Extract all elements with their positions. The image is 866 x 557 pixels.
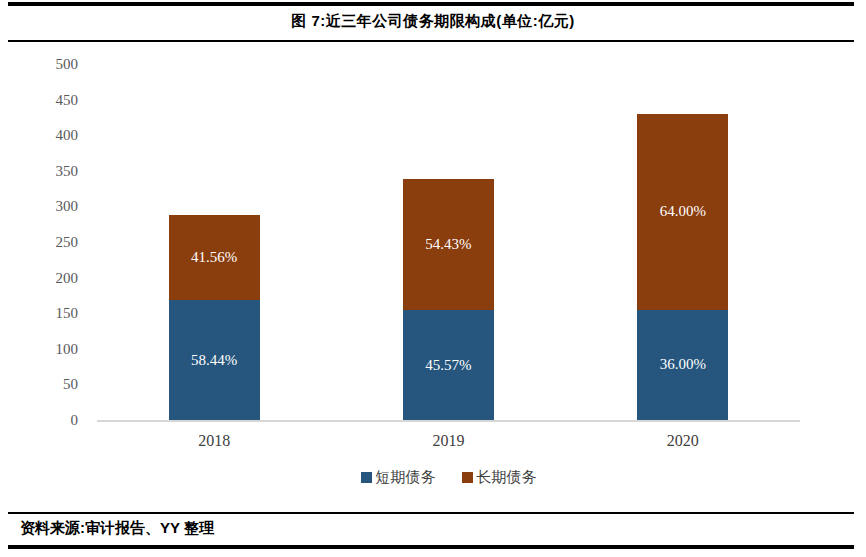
percent-label: 64.00% xyxy=(660,203,706,220)
y-axis: 050100150200250300350400450500 xyxy=(0,64,84,420)
bar-segment-长期债务-2019: 54.43% xyxy=(403,179,494,310)
stacked-bar-2020: 64.00% 36.00% xyxy=(637,114,728,420)
stacked-bar-2019: 54.43% 45.57% xyxy=(403,179,494,420)
y-tick-label: 450 xyxy=(56,92,79,107)
percent-label: 45.57% xyxy=(425,357,471,374)
x-axis-label: 2018 xyxy=(97,432,331,450)
x-axis: 201820192020 xyxy=(97,432,800,450)
title-divider-rule xyxy=(8,40,854,42)
bar-segment-短期债务-2019: 45.57% xyxy=(403,310,494,420)
percent-label: 54.43% xyxy=(425,236,471,253)
figure-title: 图 7:近三年公司债务期限构成(单位:亿元) xyxy=(0,12,866,31)
percent-label: 41.56% xyxy=(191,249,237,266)
percent-label: 36.00% xyxy=(660,356,706,373)
y-tick-label: 400 xyxy=(56,128,79,143)
legend-item-long-term: 长期债务 xyxy=(462,468,537,487)
percent-label: 58.44% xyxy=(191,352,237,369)
stacked-bar-2018: 41.56% 58.44% xyxy=(169,215,260,420)
x-axis-label: 2020 xyxy=(566,432,800,450)
bar-segment-短期债务-2018: 58.44% xyxy=(169,300,260,420)
legend-label-short-term: 短期债务 xyxy=(376,468,436,487)
figure-page: 图 7:近三年公司债务期限构成(单位:亿元) 0 50 100 150 200 250 30… xyxy=(0,0,866,557)
y-tick-label: 250 xyxy=(56,235,79,250)
bar-segment-短期债务-2020: 36.00% xyxy=(637,310,728,420)
y-tick-label: 0 xyxy=(71,413,79,428)
source-divider-rule xyxy=(8,512,854,514)
legend-swatch-long-term xyxy=(462,472,473,483)
source-text: 资料来源:审计报告、YY 整理 xyxy=(20,519,214,538)
y-tick-label: 300 xyxy=(56,199,79,214)
y-tick-label: 50 xyxy=(63,377,78,392)
y-tick-label: 500 xyxy=(56,57,79,72)
top-rule xyxy=(8,2,854,6)
y-tick-label: 350 xyxy=(56,163,79,178)
y-tick-label: 200 xyxy=(56,270,79,285)
legend-item-short-term: 短期债务 xyxy=(361,468,436,487)
bar-segment-长期债务-2018: 41.56% xyxy=(169,215,260,300)
bar-slot: 64.00% 36.00% xyxy=(566,64,800,420)
bar-slot: 41.56% 58.44% xyxy=(97,64,331,420)
bottom-rule xyxy=(8,545,854,549)
y-tick-label: 150 xyxy=(56,306,79,321)
bar-slot: 54.43% 45.57% xyxy=(331,64,565,420)
chart-legend: 短期债务 长期债务 xyxy=(97,468,800,487)
bar-segment-长期债务-2020: 64.00% xyxy=(637,114,728,310)
legend-swatch-short-term xyxy=(361,472,372,483)
legend-label-long-term: 长期债务 xyxy=(477,468,537,487)
x-axis-label: 2019 xyxy=(331,432,565,450)
plot-area: 41.56% 58.44% 54.43% 45.57% 64.00% 36.00% xyxy=(97,64,800,422)
y-tick-label: 100 xyxy=(56,341,79,356)
